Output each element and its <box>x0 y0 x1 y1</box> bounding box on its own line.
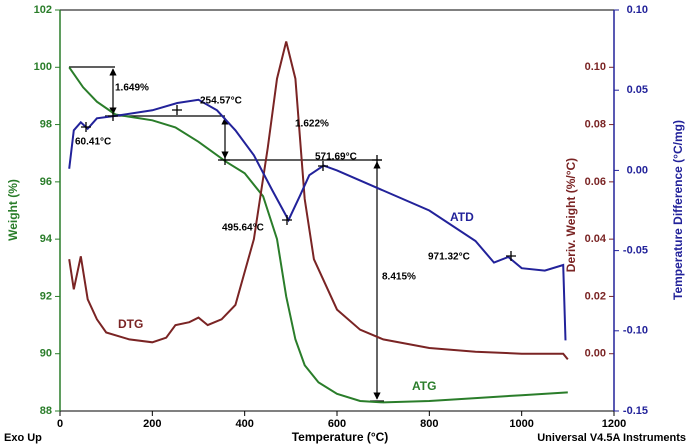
corner-note: Exo Up <box>4 432 42 444</box>
x-tick-label: 0 <box>57 418 63 430</box>
annotation: 8.415% <box>382 272 416 283</box>
y3-tick-label: 0.10 <box>627 4 648 16</box>
series-label: ATG <box>412 379 436 393</box>
arrows <box>69 66 384 402</box>
series-label: ATD <box>450 210 474 224</box>
y3-tick-label: 0.00 <box>627 164 648 176</box>
y2-tick-label: 0.02 <box>585 290 606 302</box>
y3-tick-label: -0.05 <box>623 245 648 257</box>
x-tick-label: 1000 <box>509 418 533 430</box>
y-tick-label: 102 <box>34 4 52 16</box>
x-axis-label: Temperature (°C) <box>292 430 389 444</box>
cross-marker <box>220 155 230 165</box>
y-tick-label: 94 <box>40 233 53 245</box>
cross-marker <box>318 161 328 171</box>
y-tick-label: 92 <box>40 290 52 302</box>
y2-tick-label: 0.04 <box>585 233 607 245</box>
series-line <box>68 41 569 361</box>
y-axis-label: Weight (%) <box>6 179 20 241</box>
y2-tick-label: 0.06 <box>585 176 606 188</box>
y3-tick-label: 0.05 <box>627 84 648 96</box>
annotation: 254.57°C <box>200 96 242 107</box>
cross-marker <box>372 155 382 165</box>
annotation: 1.622% <box>295 119 329 130</box>
y3-axis-label: Temperature Difference (°C/mg) <box>671 120 685 300</box>
x-tick-label: 400 <box>235 418 253 430</box>
x-tick-label: 200 <box>143 418 161 430</box>
series-line <box>68 66 568 404</box>
annotation: 971.32°C <box>428 252 470 263</box>
cross-marker <box>108 111 118 121</box>
y2-tick-label: 0.00 <box>585 348 606 360</box>
cross-marker <box>506 251 516 261</box>
series-line <box>68 98 567 341</box>
y-tick-label: 98 <box>40 118 52 130</box>
plot-frame <box>59 9 615 412</box>
y2-tick-label: 0.08 <box>585 118 606 130</box>
annotation: 1.649% <box>115 83 149 94</box>
y2-tick-label: 0.10 <box>585 61 606 73</box>
x-tick-label: 800 <box>420 418 438 430</box>
x-tick-label: 600 <box>328 418 346 430</box>
annotation: 60.41°C <box>75 137 111 148</box>
corner-note: Universal V4.5A Instruments <box>537 432 686 444</box>
y3-tick-label: -0.15 <box>623 405 648 417</box>
y-tick-label: 96 <box>40 176 52 188</box>
y2-axis-label: Deriv. Weight (%/°C) <box>564 158 578 272</box>
series-label: DTG <box>118 317 143 331</box>
annotation: 495.64°C <box>222 223 264 234</box>
y3-tick-label: -0.10 <box>623 325 648 337</box>
cross-marker <box>81 122 91 132</box>
y-tick-label: 100 <box>34 61 52 73</box>
y-tick-label: 88 <box>40 405 52 417</box>
y-tick-label: 90 <box>40 348 52 360</box>
cross-marker <box>172 105 182 115</box>
annotation: 571.69°C <box>315 152 357 163</box>
cross-marker <box>282 215 292 225</box>
x-tick-label: 1200 <box>602 418 626 430</box>
